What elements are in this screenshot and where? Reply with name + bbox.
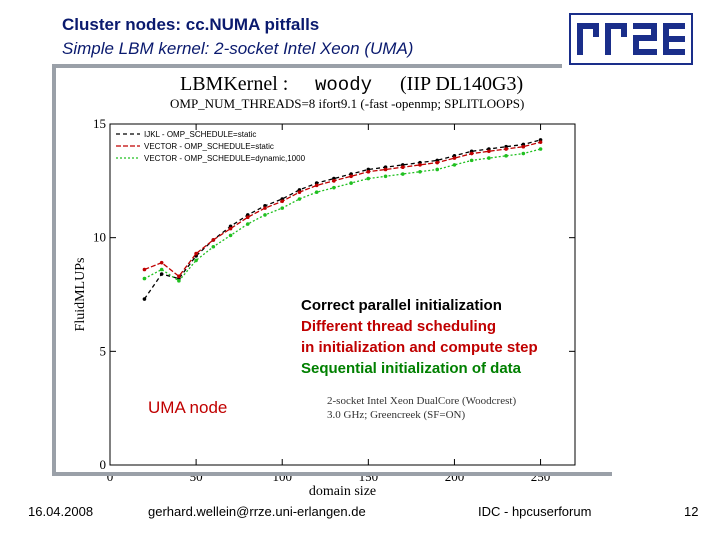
chart-background <box>60 68 600 500</box>
annotation-text: Sequential initialization of data <box>301 360 522 377</box>
data-point <box>349 181 353 185</box>
data-point <box>142 267 147 272</box>
side-rule <box>52 64 56 474</box>
rrze-logo <box>569 13 693 65</box>
x-tick-label: 0 <box>107 469 114 484</box>
data-point <box>435 160 440 165</box>
y-axis-label: FluidMLUPs <box>73 258 88 332</box>
data-point <box>314 190 319 194</box>
data-point <box>400 165 405 169</box>
data-point <box>263 206 267 210</box>
data-point <box>400 172 405 176</box>
data-point <box>194 251 198 256</box>
data-point <box>142 276 147 281</box>
slide-subtitle: Simple LBM kernel: 2-socket Intel Xeon (… <box>62 39 414 58</box>
series-line <box>144 141 541 278</box>
chart-legend: IJKL - OMP_SCHEDULE=static VECTOR - OMP_S… <box>116 130 306 163</box>
data-point <box>366 169 371 174</box>
y-tick-label: 0 <box>100 457 107 472</box>
data-point <box>452 163 457 167</box>
data-point <box>314 183 319 188</box>
data-point <box>469 151 474 156</box>
chart-title: LBMKernel : <box>180 73 288 95</box>
data-point <box>487 156 491 160</box>
data-point <box>383 174 388 179</box>
data-point <box>211 238 216 242</box>
data-point <box>435 167 440 172</box>
data-point <box>418 163 422 167</box>
data-point <box>228 226 233 231</box>
data-point <box>332 179 336 183</box>
chart-subtitle: OMP_NUM_THREADS=8 ifort9.1 (-fast -openm… <box>170 96 524 111</box>
annotation-text: Different thread scheduling <box>301 318 496 335</box>
data-point <box>332 185 336 190</box>
data-point <box>418 169 422 174</box>
data-point <box>194 258 198 263</box>
data-point <box>159 272 164 276</box>
footer-rule <box>52 472 612 476</box>
data-point <box>504 147 508 151</box>
slide-title: Cluster nodes: cc.NUMA pitfalls <box>62 15 320 34</box>
data-point <box>245 222 250 226</box>
footer-email: gerhard.wellein@rrze.uni-erlangen.de <box>148 504 366 519</box>
data-point <box>469 158 474 163</box>
data-point <box>142 297 147 301</box>
lbm-kernel-chart: LBMKernel : woody (IIP DL140G3) OMP_NUM_… <box>60 68 600 500</box>
chart-title-machine: woody <box>315 74 372 96</box>
data-point <box>263 213 267 217</box>
data-point <box>245 215 250 220</box>
data-point <box>349 174 353 179</box>
y-tick-label: 15 <box>93 116 106 131</box>
legend-entry: VECTOR - OMP_SCHEDULE=dynamic,1000 <box>144 154 306 163</box>
data-point <box>159 267 164 272</box>
data-point <box>538 147 543 151</box>
x-axis-label: domain size <box>309 484 376 499</box>
footer-event: IDC - hpcuserforum <box>478 504 592 519</box>
hardware-note: 3.0 GHz; Greencreek (SF=ON) <box>327 409 465 421</box>
data-point <box>177 274 181 279</box>
plot-frame <box>109 123 576 466</box>
uma-node-label: UMA node <box>148 398 227 417</box>
data-point <box>297 197 302 201</box>
footer-date: 16.04.2008 <box>28 504 94 519</box>
data-point <box>521 144 526 149</box>
annotation-text: in initialization and compute step <box>301 339 538 356</box>
data-point <box>297 190 302 194</box>
data-point <box>452 156 457 160</box>
legend-entry: IJKL - OMP_SCHEDULE=static <box>144 130 256 139</box>
series-line <box>144 148 541 282</box>
data-point <box>177 279 181 283</box>
annotation-text: Correct parallel initialization <box>301 297 502 314</box>
footer-page-number: 12 <box>684 504 699 519</box>
legend-entry: VECTOR - OMP_SCHEDULE=static <box>144 142 274 151</box>
data-point <box>159 260 164 265</box>
chart-title-suffix: (IIP DL140G3) <box>400 73 523 95</box>
data-point <box>366 176 371 181</box>
data-point <box>383 167 388 172</box>
data-point <box>521 151 526 156</box>
data-point <box>487 149 491 154</box>
data-point <box>228 233 233 238</box>
data-point <box>538 140 543 144</box>
series-line <box>143 139 541 300</box>
y-tick-label: 5 <box>100 343 107 358</box>
data-point <box>280 199 285 204</box>
chart-annotations: Correct parallel initialization Different… <box>148 297 538 421</box>
data-point <box>211 244 216 249</box>
chart-marks <box>142 138 543 301</box>
hardware-note: 2-socket Intel Xeon DualCore (Woodcrest) <box>327 395 516 407</box>
y-tick-label: 10 <box>93 230 106 245</box>
data-point <box>280 206 285 210</box>
header-rule <box>52 64 562 68</box>
rrze-logo-icon <box>577 23 685 55</box>
data-point <box>504 154 508 158</box>
